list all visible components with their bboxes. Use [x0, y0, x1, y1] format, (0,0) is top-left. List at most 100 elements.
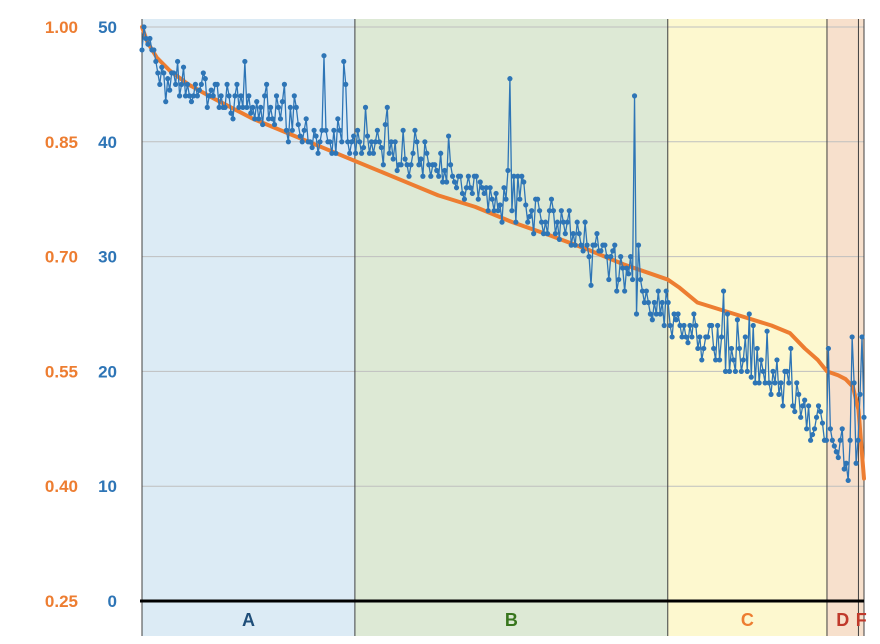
- blue-series-point: [717, 357, 723, 363]
- blue-series-point: [273, 93, 280, 99]
- blue-series-point: [228, 110, 234, 116]
- blue-series-point: [641, 299, 648, 306]
- blue-series-point: [608, 254, 614, 260]
- blue-series-point: [293, 104, 299, 110]
- blue-series-point: [345, 139, 351, 145]
- blue-series-point: [382, 121, 388, 128]
- blue-series-point: [618, 254, 624, 260]
- blue-series-point: [627, 254, 634, 260]
- blue-series-point: [626, 271, 632, 277]
- blue-series-point: [313, 133, 319, 139]
- blue-series-point: [655, 288, 661, 294]
- blue-series-point: [859, 334, 865, 340]
- blue-series-point: [226, 93, 232, 99]
- blue-series-point: [511, 173, 517, 179]
- blue-series-point: [827, 426, 833, 432]
- blue-series-point: [513, 219, 519, 225]
- blue-series-point: [594, 231, 600, 237]
- blue-series-point: [825, 345, 831, 352]
- blue-series-point: [434, 167, 440, 174]
- blue-series-point: [157, 81, 163, 87]
- blue-series-point: [283, 127, 289, 133]
- blue-series-point: [432, 162, 438, 168]
- blue-series-point: [491, 208, 497, 214]
- blue-series-point: [424, 150, 430, 156]
- blue-series-point: [301, 127, 307, 133]
- blue-series-point: [564, 219, 570, 225]
- blue-series-point: [645, 299, 651, 306]
- blue-series-point: [748, 374, 754, 380]
- blue-series-point: [378, 144, 384, 151]
- blue-series-point: [835, 454, 841, 461]
- blue-series-point: [408, 162, 414, 168]
- blue-series-point: [616, 276, 622, 283]
- blue-series-point: [643, 288, 650, 294]
- blue-series-point: [143, 35, 149, 42]
- band-d: [826, 19, 859, 636]
- blue-series-point: [451, 179, 458, 185]
- band-f: [858, 19, 864, 636]
- blue-series-point: [311, 127, 317, 133]
- blue-series-point: [188, 99, 195, 105]
- blue-series-point: [210, 93, 216, 99]
- blue-series-point: [343, 81, 349, 87]
- blue-series-point: [760, 368, 766, 374]
- blue-series-point: [159, 64, 165, 70]
- blue-series-point: [501, 185, 507, 191]
- blue-series-point: [800, 403, 806, 409]
- blue-series-point: [570, 231, 576, 237]
- blue-series-point: [165, 76, 171, 82]
- band-b: [354, 19, 668, 636]
- blue-series-point: [540, 231, 547, 237]
- blue-series-point: [394, 167, 400, 174]
- blue-series-point: [230, 116, 236, 122]
- blue-series-point: [604, 254, 610, 260]
- blue-series-point: [750, 322, 756, 329]
- blue-series-point: [855, 437, 861, 443]
- blue-series-point: [606, 276, 612, 283]
- blue-series-point: [705, 334, 711, 340]
- blue-series-point: [742, 334, 748, 340]
- blue-series-point: [392, 139, 398, 145]
- blue-series-point: [196, 87, 202, 93]
- blue-series-point: [479, 185, 485, 191]
- blue-series-point: [815, 403, 822, 409]
- blue-series-point: [823, 437, 830, 443]
- blue-series-point: [503, 196, 509, 202]
- blue-series-point: [442, 167, 448, 174]
- blue-series-point: [576, 231, 582, 237]
- blue-series-point: [592, 242, 598, 248]
- blue-series-point: [847, 437, 853, 443]
- blue-series-point: [275, 104, 282, 110]
- blue-series-point: [639, 288, 646, 294]
- band-a: [142, 19, 355, 636]
- blue-series-point: [762, 380, 768, 386]
- blue-series-point: [675, 311, 681, 317]
- blue-series-point: [362, 104, 369, 110]
- blue-series-point: [788, 345, 794, 352]
- blue-series-point: [493, 190, 499, 197]
- blue-series-point: [200, 70, 206, 76]
- blue-series-point: [778, 380, 784, 386]
- blue-series-point: [857, 391, 863, 397]
- blue-series-point: [155, 70, 161, 76]
- blue-series-point: [426, 162, 432, 168]
- blue-series-point: [321, 53, 327, 59]
- blue-series-point: [811, 426, 818, 432]
- blue-series-point: [772, 380, 778, 386]
- blue-series-point: [287, 104, 293, 110]
- blue-series-point: [222, 104, 228, 110]
- blue-series-point: [246, 93, 252, 99]
- blue-series-point: [347, 150, 353, 156]
- blue-series-point: [163, 99, 169, 105]
- blue-series-point: [224, 81, 230, 87]
- blue-series-point: [622, 288, 628, 294]
- blue-series-point: [683, 334, 689, 340]
- blue-series-point: [726, 368, 733, 374]
- blue-series-point: [420, 173, 426, 179]
- blue-series-point: [544, 231, 551, 237]
- blue-series-point: [568, 242, 574, 248]
- blue-series-point: [819, 420, 826, 426]
- blue-series-point: [845, 477, 851, 484]
- blue-series-point: [218, 93, 224, 99]
